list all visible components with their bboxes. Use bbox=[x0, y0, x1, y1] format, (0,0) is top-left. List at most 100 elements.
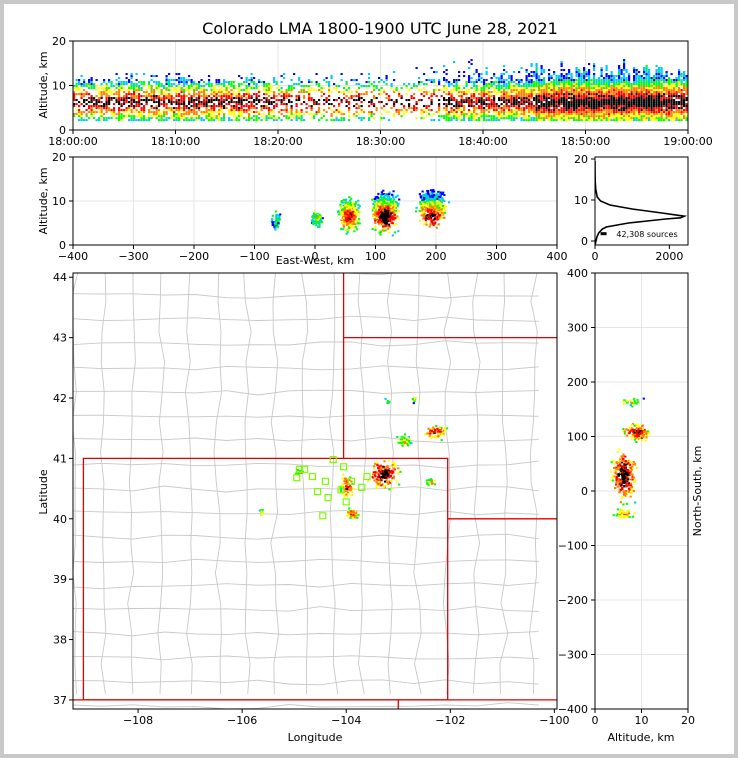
time-source-cell bbox=[430, 103, 433, 106]
time-source-cell bbox=[285, 95, 288, 98]
time-source-cell bbox=[683, 95, 686, 98]
time-source-cell bbox=[200, 85, 203, 88]
time-source-cell bbox=[620, 79, 623, 82]
time-source-cell bbox=[635, 107, 638, 110]
time-source-cell bbox=[630, 95, 633, 98]
time-source-cell bbox=[260, 109, 263, 112]
time-source-cell bbox=[120, 115, 123, 118]
ew-source-cell bbox=[375, 204, 378, 207]
ew-source-cell bbox=[439, 200, 442, 203]
time-source-cell bbox=[593, 109, 596, 112]
ew-source-cell bbox=[379, 195, 383, 198]
time-source-cell bbox=[168, 93, 171, 96]
time-source-cell bbox=[538, 77, 541, 80]
time-source-cell bbox=[590, 103, 593, 106]
time-source-cell bbox=[290, 79, 293, 82]
time-source-cell bbox=[135, 111, 138, 114]
time-source-cell bbox=[608, 95, 611, 98]
time-source-cell bbox=[113, 89, 116, 92]
time-source-cell bbox=[563, 117, 566, 120]
time-source-cell bbox=[458, 95, 461, 98]
time-source-cell bbox=[163, 93, 166, 96]
time-source-cell bbox=[218, 89, 221, 92]
time-source-cell bbox=[393, 103, 396, 106]
time-source-cell bbox=[535, 77, 538, 80]
time-source-cell bbox=[263, 89, 266, 92]
time-source-cell bbox=[658, 97, 661, 100]
time-source-cell bbox=[218, 105, 221, 108]
time-source-cell bbox=[303, 113, 306, 116]
ew-source-cell bbox=[424, 215, 427, 218]
time-source-cell bbox=[133, 105, 136, 108]
time-source-cell bbox=[675, 101, 678, 104]
time-source-cell bbox=[350, 91, 353, 94]
time-source-cell bbox=[175, 113, 178, 116]
time-source-cell bbox=[633, 105, 636, 108]
time-source-cell bbox=[183, 103, 186, 106]
time-source-cell bbox=[645, 75, 648, 78]
time-source-cell bbox=[458, 75, 461, 78]
time-source-cell bbox=[488, 97, 491, 100]
time-source-cell bbox=[445, 69, 448, 72]
time-source-cell bbox=[175, 115, 178, 118]
time-source-cell bbox=[198, 103, 201, 106]
time-source-cell bbox=[575, 71, 578, 74]
ew-source-cell bbox=[427, 204, 430, 207]
time-source-cell bbox=[680, 117, 683, 120]
time-source-cell bbox=[550, 93, 553, 96]
time-source-cell bbox=[308, 81, 311, 84]
time-source-cell bbox=[560, 101, 563, 104]
time-source-cell bbox=[423, 87, 426, 90]
time-source-cell bbox=[135, 85, 138, 88]
time-source-cell bbox=[75, 113, 78, 116]
time-source-cell bbox=[243, 95, 246, 98]
time-source-cell bbox=[625, 115, 628, 118]
time-source-cell bbox=[538, 99, 541, 102]
time-source-cell bbox=[75, 85, 78, 88]
time-source-cell bbox=[218, 113, 221, 116]
time-source-cell bbox=[475, 89, 478, 92]
time-source-cell bbox=[663, 89, 666, 92]
time-source-cell bbox=[465, 113, 468, 116]
time-source-cell bbox=[355, 91, 358, 94]
time-source-cell bbox=[655, 99, 658, 102]
time-source-cell bbox=[448, 117, 451, 120]
time-source-cell bbox=[543, 79, 546, 82]
time-source-cell bbox=[333, 83, 336, 86]
time-source-cell bbox=[370, 113, 373, 116]
time-source-cell bbox=[678, 77, 681, 80]
time-source-cell bbox=[610, 105, 613, 108]
time-source-cell bbox=[500, 87, 503, 90]
time-source-cell bbox=[563, 69, 566, 72]
time-source-cell bbox=[550, 85, 553, 88]
time-source-cell bbox=[165, 105, 168, 108]
time-source-cell bbox=[618, 95, 621, 98]
time-source-cell bbox=[468, 97, 471, 100]
time-source-cell bbox=[443, 109, 446, 112]
ew-source-cell bbox=[357, 199, 360, 202]
time-source-cell bbox=[593, 117, 596, 120]
time-source-cell bbox=[648, 93, 651, 96]
time-source-cell bbox=[655, 93, 658, 96]
time-source-cell bbox=[128, 105, 131, 108]
ew-source-cell bbox=[394, 209, 398, 212]
time-source-cell bbox=[428, 109, 431, 112]
time-source-cell bbox=[513, 101, 516, 104]
ew-source-cell bbox=[393, 231, 396, 234]
ew-source-cell bbox=[277, 214, 280, 217]
time-source-cell bbox=[598, 113, 601, 116]
ew-source-cell bbox=[432, 222, 435, 225]
time-source-cell bbox=[190, 117, 193, 120]
time-source-cell bbox=[510, 101, 513, 104]
time-source-cell bbox=[178, 73, 181, 76]
time-source-cell bbox=[650, 105, 653, 108]
ew-source-cell bbox=[353, 207, 356, 210]
time-source-cell bbox=[480, 101, 483, 104]
time-source-cell bbox=[650, 87, 653, 90]
time-source-cell bbox=[558, 103, 561, 106]
time-source-cell bbox=[195, 97, 198, 100]
time-source-cell bbox=[243, 83, 246, 86]
time-source-cell bbox=[298, 91, 301, 94]
time-source-cell bbox=[513, 111, 516, 114]
time-source-cell bbox=[673, 119, 676, 122]
